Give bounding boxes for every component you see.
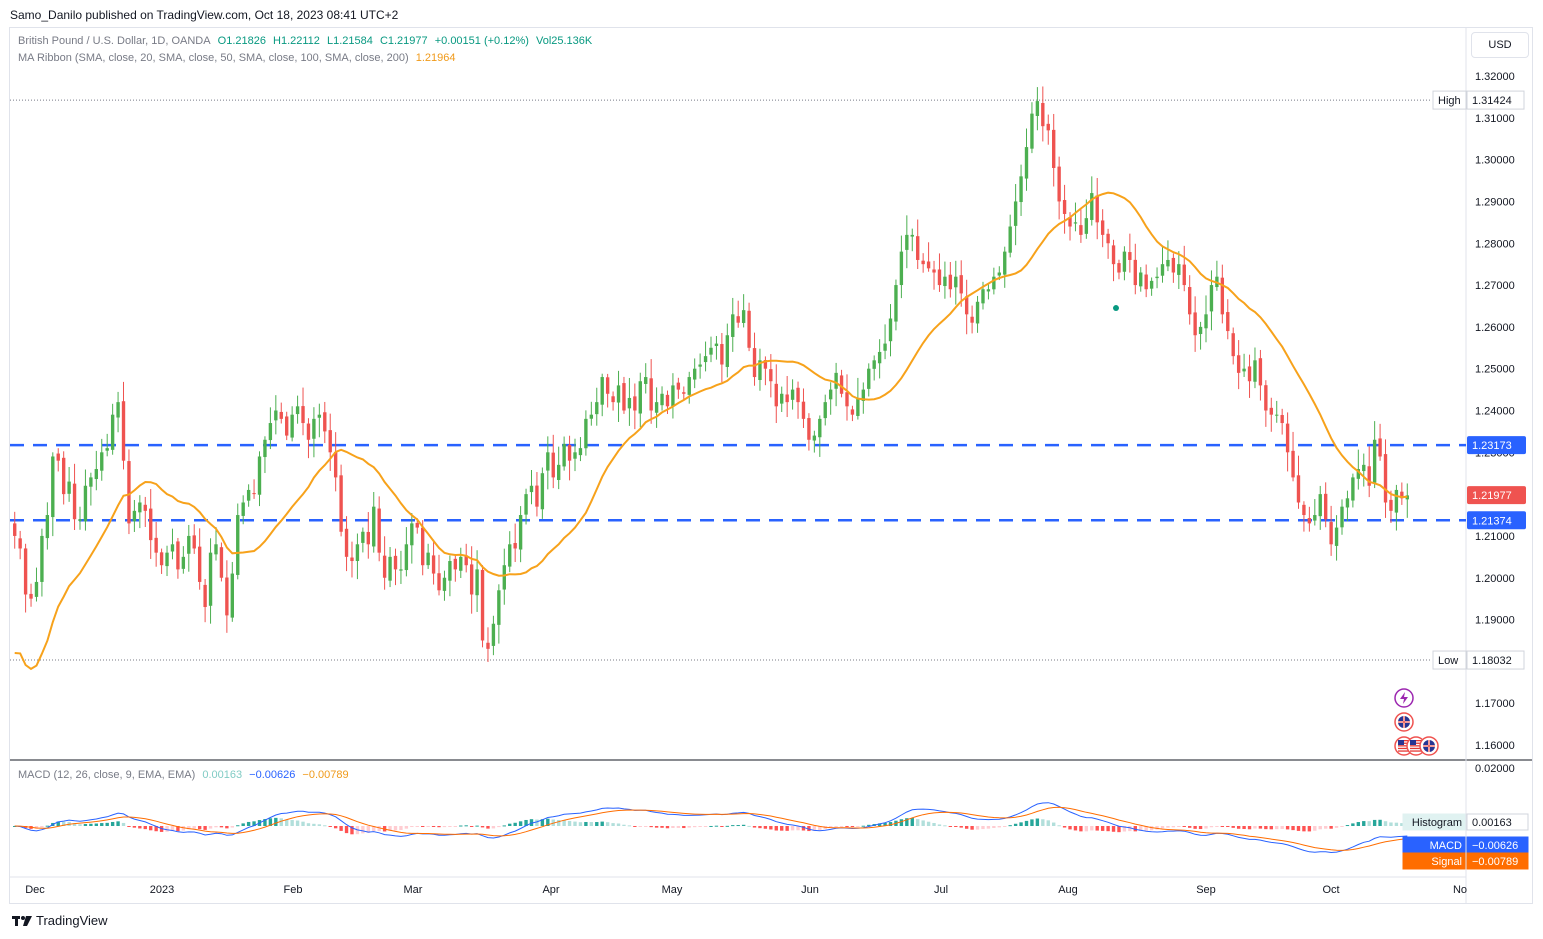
tradingview-logo-icon: [12, 915, 32, 926]
macd-label[interactable]: MACD (12, 26, close, 9, EMA, EMA): [18, 769, 196, 781]
ma-value: 1.21964: [415, 52, 456, 64]
symbol-name[interactable]: British Pound / U.S. Dollar, 1D, OANDA: [18, 35, 211, 47]
legend-high: H1.22112: [273, 35, 320, 47]
currency-button[interactable]: USD: [1471, 32, 1529, 58]
symbol-legend: British Pound / U.S. Dollar, 1D, OANDA O…: [18, 35, 596, 47]
ma-legend: MA Ribbon (SMA, close, 20, SMA, close, 5…: [18, 52, 460, 64]
ma-label[interactable]: MA Ribbon (SMA, close, 20, SMA, close, 5…: [18, 52, 409, 64]
legend-low: L1.21584: [326, 35, 373, 47]
legend-change: +0.00151 (+0.12%): [434, 35, 529, 47]
legend-volume: Vol25.136K: [535, 35, 593, 47]
macd-hist-value: 0.00163: [202, 769, 243, 781]
brand-label: TradingView: [36, 913, 108, 928]
macd-legend: MACD (12, 26, close, 9, EMA, EMA) 0.0016…: [18, 769, 353, 781]
legend-close: C1.21977: [379, 35, 428, 47]
macd-macd-value: −0.00626: [249, 769, 296, 781]
macd-signal-value: −0.00789: [302, 769, 349, 781]
publish-info: Samo_Danilo published on TradingView.com…: [10, 8, 399, 22]
chart-frame: [9, 27, 1533, 904]
legend-open: O1.21826: [217, 35, 266, 47]
tradingview-brand[interactable]: TradingView: [12, 913, 108, 928]
